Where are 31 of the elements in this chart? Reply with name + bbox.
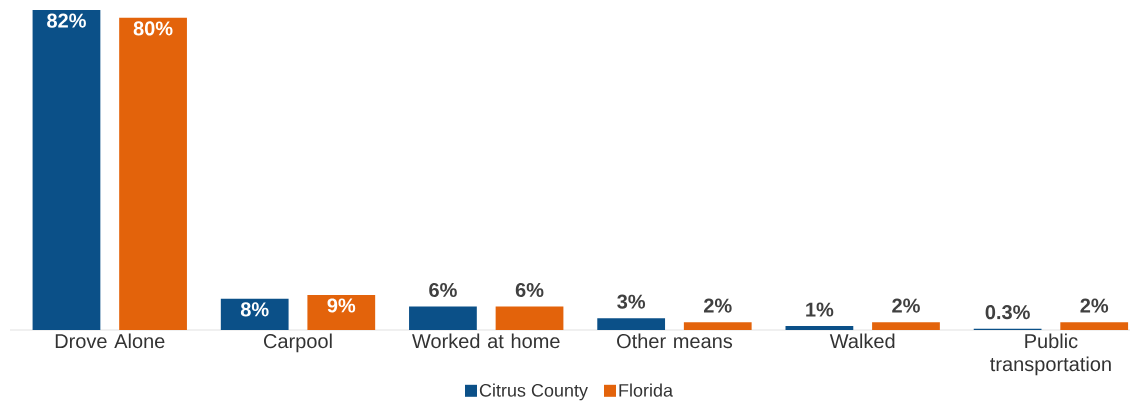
x-tick-label: Worked at home bbox=[412, 333, 560, 349]
legend-label: Florida bbox=[619, 383, 673, 397]
data-label: 1% bbox=[806, 302, 834, 317]
data-label: 3% bbox=[617, 294, 646, 309]
bar bbox=[597, 318, 666, 330]
data-label: 0.3% bbox=[985, 305, 1030, 320]
bar bbox=[409, 306, 477, 330]
x-tick-label: Walked bbox=[829, 333, 895, 349]
bar bbox=[495, 306, 564, 330]
data-label: 9% bbox=[327, 298, 356, 313]
bar bbox=[1060, 322, 1129, 330]
bar bbox=[119, 17, 187, 330]
data-label: 2% bbox=[1080, 298, 1109, 313]
x-tick-label: Drove Alone bbox=[55, 333, 165, 349]
bar bbox=[872, 322, 940, 330]
data-label: 6% bbox=[515, 282, 544, 298]
x-tick-label: Carpool bbox=[263, 333, 332, 353]
data-label: 6% bbox=[429, 282, 457, 298]
x-tick-label: Public transportation bbox=[990, 333, 1111, 376]
data-label: 80% bbox=[133, 21, 173, 36]
bar bbox=[32, 10, 101, 330]
legend-label: Citrus County bbox=[479, 383, 588, 401]
data-label: 8% bbox=[240, 302, 269, 317]
bar bbox=[307, 294, 376, 330]
bar bbox=[220, 298, 289, 330]
bar bbox=[683, 322, 752, 330]
bar bbox=[785, 326, 854, 330]
data-label: 2% bbox=[892, 298, 920, 313]
x-tick-label: Other means bbox=[617, 333, 733, 349]
data-label: 82% bbox=[47, 13, 86, 28]
data-label: 2% bbox=[703, 298, 732, 313]
